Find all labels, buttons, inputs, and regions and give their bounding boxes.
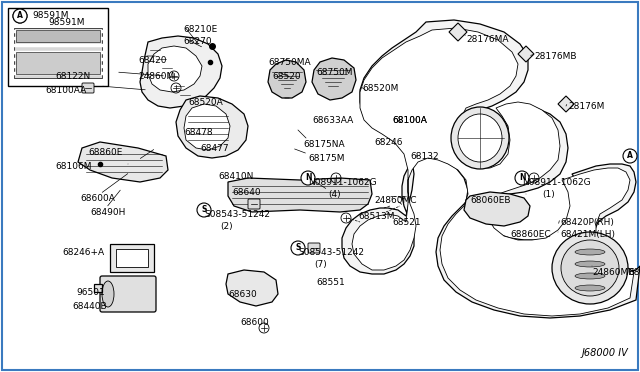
Text: S: S [295,244,301,253]
Polygon shape [176,96,248,158]
Polygon shape [342,20,640,318]
Text: J68000 IV: J68000 IV [581,348,628,358]
FancyBboxPatch shape [16,30,100,42]
Text: 68750M: 68750M [316,68,353,77]
Text: 68520: 68520 [272,72,301,81]
FancyBboxPatch shape [110,244,154,272]
Text: 68420: 68420 [138,56,166,65]
Text: A: A [17,12,23,20]
Text: 68900: 68900 [628,268,640,277]
Text: 68060EB: 68060EB [470,196,511,205]
Text: S: S [202,205,207,215]
Text: 68410N: 68410N [218,172,253,181]
Polygon shape [184,104,230,150]
Text: 68478: 68478 [184,128,212,137]
Polygon shape [362,86,388,104]
FancyBboxPatch shape [14,28,102,78]
Polygon shape [78,142,168,182]
Text: (7): (7) [314,260,327,269]
Text: 68630: 68630 [228,290,257,299]
Text: (2): (2) [220,222,232,231]
Ellipse shape [458,114,502,162]
Text: 68600: 68600 [240,318,269,327]
Polygon shape [449,23,467,41]
FancyBboxPatch shape [82,83,94,93]
Polygon shape [226,270,278,306]
Text: 68106M: 68106M [55,162,92,171]
Text: 24860MC: 24860MC [374,196,417,205]
Polygon shape [312,58,356,100]
Text: S08543-51242: S08543-51242 [204,210,270,219]
Text: N: N [519,173,525,183]
Text: 68100A: 68100A [392,116,427,125]
Text: 24860MB: 24860MB [592,268,634,277]
FancyBboxPatch shape [248,199,260,209]
Text: 98591M: 98591M [48,18,84,27]
Text: 28176M: 28176M [568,102,604,111]
Ellipse shape [451,107,509,169]
Ellipse shape [561,240,619,296]
Text: 68513M: 68513M [358,212,394,221]
Text: 68520A: 68520A [188,98,223,107]
Text: 68600A: 68600A [80,194,115,203]
Text: 28176MB: 28176MB [534,52,577,61]
Polygon shape [352,28,634,316]
Text: 68246+A: 68246+A [62,248,104,257]
Text: 68860E: 68860E [88,148,122,157]
Text: 68246: 68246 [374,138,403,147]
Text: (4): (4) [328,190,340,199]
Ellipse shape [575,249,605,255]
Ellipse shape [102,281,114,307]
Circle shape [515,171,529,185]
Circle shape [197,203,211,217]
Text: S08543-51242: S08543-51242 [298,248,364,257]
Ellipse shape [552,232,628,304]
Text: 68521: 68521 [392,218,420,227]
Text: 68100AA: 68100AA [45,86,86,95]
Polygon shape [268,60,306,98]
FancyBboxPatch shape [94,284,102,292]
FancyBboxPatch shape [308,243,320,253]
Text: 68420P(RH): 68420P(RH) [560,218,614,227]
Polygon shape [558,96,574,112]
Text: N08911-1062G: N08911-1062G [308,178,376,187]
Text: 96501: 96501 [76,288,105,297]
Ellipse shape [575,273,605,279]
Text: 24860M: 24860M [138,72,174,81]
Text: 68520M: 68520M [362,84,398,93]
Text: N08911-1062G: N08911-1062G [522,178,591,187]
Text: N: N [305,173,311,183]
Text: 68175NA: 68175NA [303,140,344,149]
FancyBboxPatch shape [16,52,100,74]
Text: 68640: 68640 [232,188,260,197]
Circle shape [623,149,637,163]
Text: 68633AA: 68633AA [312,116,353,125]
Circle shape [13,9,27,23]
Polygon shape [464,192,530,226]
Text: (1): (1) [542,190,555,199]
Polygon shape [228,178,372,212]
Text: 68440B: 68440B [72,302,107,311]
FancyBboxPatch shape [116,249,148,267]
Text: 68175M: 68175M [308,154,344,163]
Text: 68132: 68132 [410,152,438,161]
Text: A: A [627,151,633,160]
Text: 98591M: 98591M [32,12,68,20]
Text: 68860EC: 68860EC [510,230,550,239]
Polygon shape [148,46,202,92]
Text: 68421M(LH): 68421M(LH) [560,230,615,239]
Text: 68551: 68551 [316,278,345,287]
FancyBboxPatch shape [8,8,108,86]
Text: 28176MA: 28176MA [466,35,509,44]
Text: 68477: 68477 [200,144,228,153]
Text: 68270: 68270 [183,37,212,46]
Polygon shape [518,46,534,62]
Circle shape [301,171,315,185]
Text: 68750MA: 68750MA [268,58,310,67]
Text: A: A [17,12,23,20]
Text: 68490H: 68490H [90,208,125,217]
Ellipse shape [575,285,605,291]
Text: 68100A: 68100A [392,116,427,125]
Text: 68210E: 68210E [183,25,217,34]
